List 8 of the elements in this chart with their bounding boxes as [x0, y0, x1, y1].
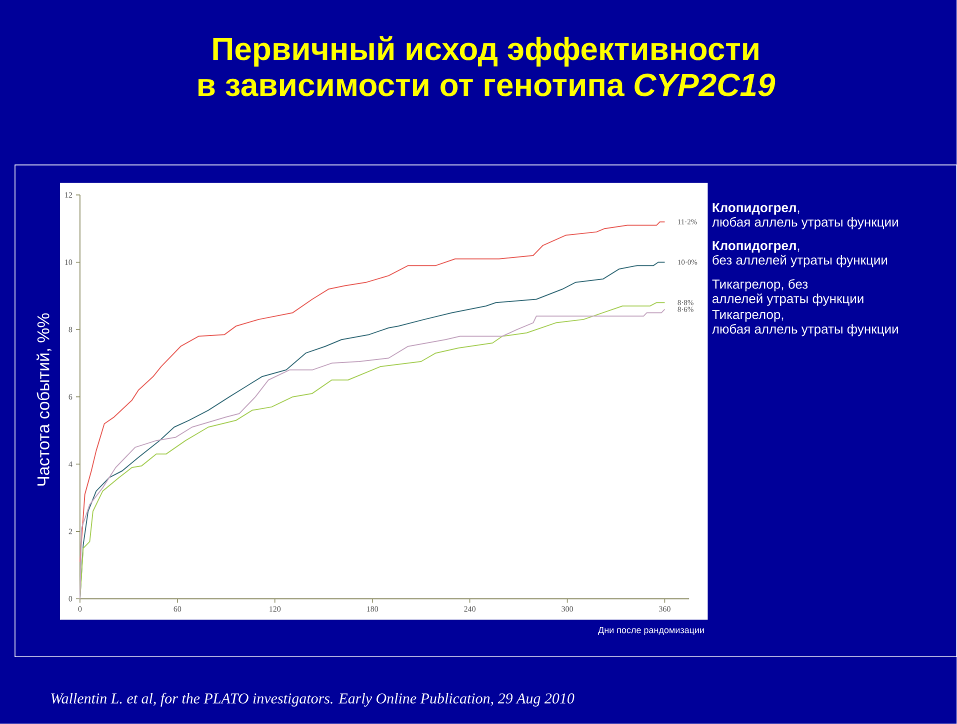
x-axis-title: Дни после рандомизации [598, 627, 704, 636]
text: Wallentin L. et al, for the PLATO investigators. Early Online Publication, 29 Aug 2010 [51, 692, 574, 707]
text: Тикагрелор, без аллелей утраты функции [712, 279, 864, 306]
text: Тикагрелор, любая аллель утраты функции [712, 310, 898, 336]
y-axis-title: Частота событий, %% [36, 313, 52, 486]
text: Клопидогрел, без аллелей утраты функции [712, 241, 888, 268]
text: Клопидогрел, любая аллель утраты функции [712, 203, 898, 230]
chart-title: Первичный исход эффективности в зависимости от генотипа CYP2C19 [198, 36, 776, 96]
